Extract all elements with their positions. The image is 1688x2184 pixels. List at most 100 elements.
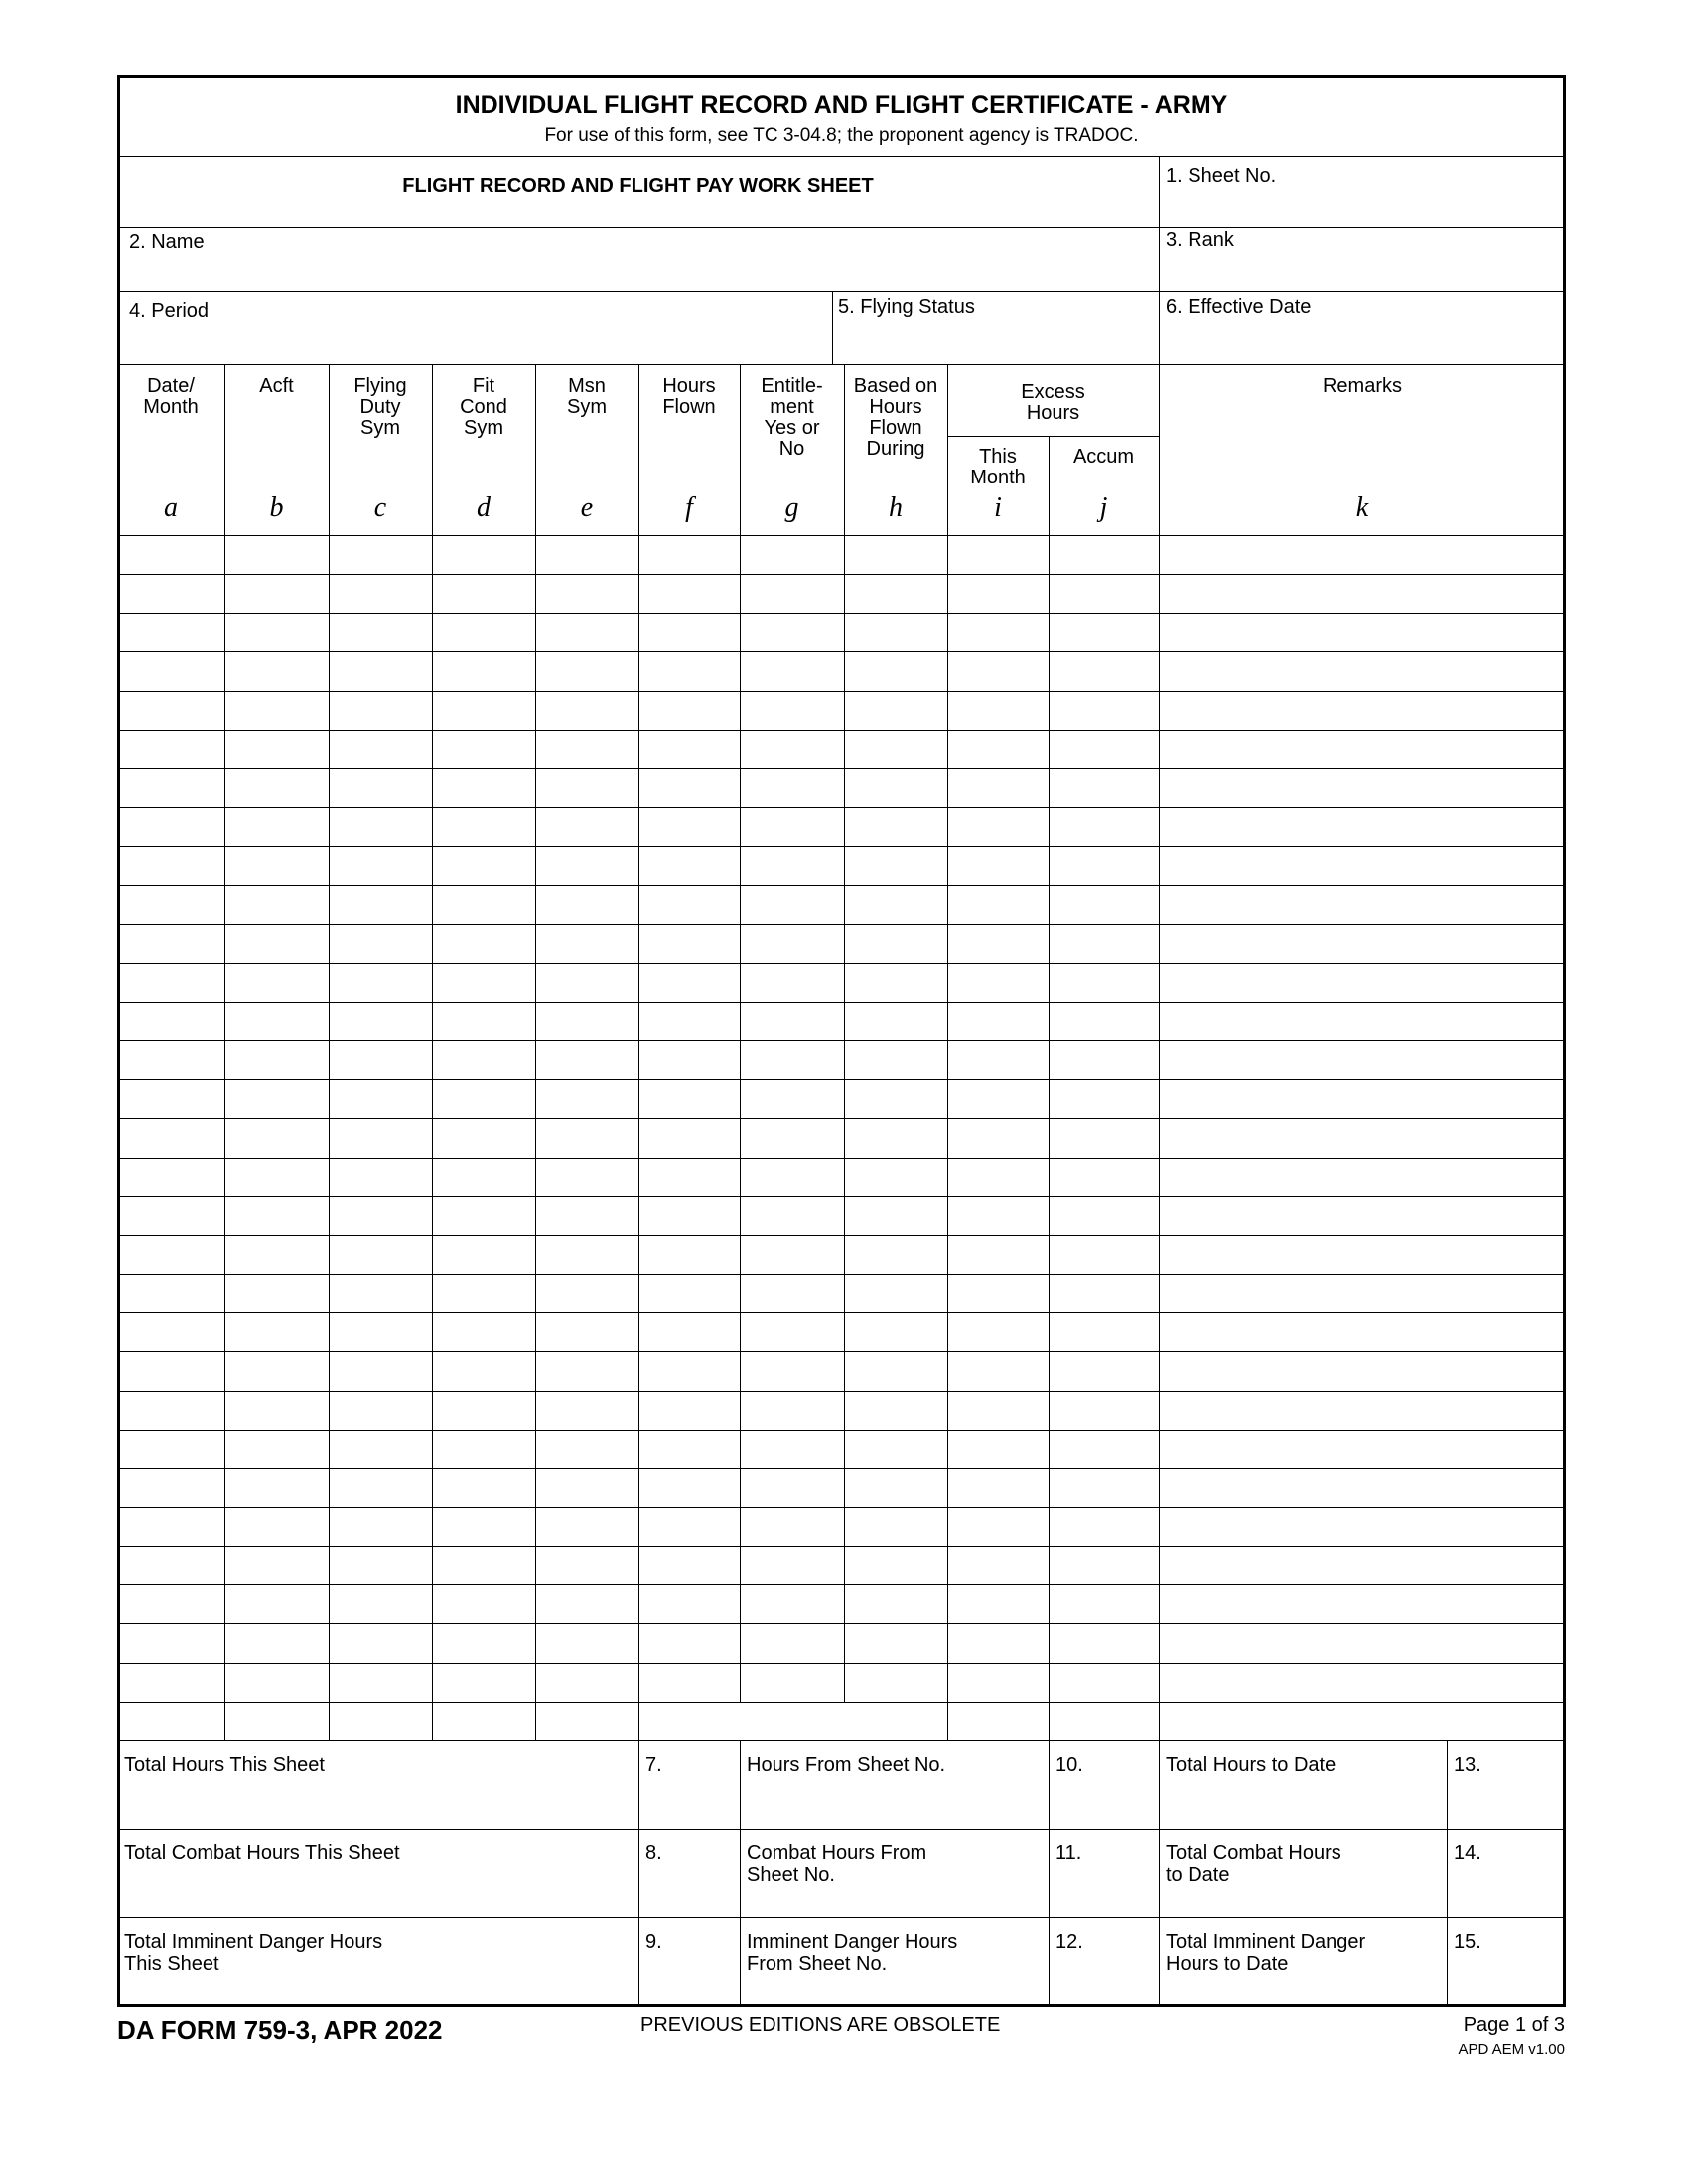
table-cell[interactable] — [535, 885, 638, 923]
table-cell[interactable] — [1049, 1546, 1159, 1584]
table-cell[interactable] — [844, 1002, 947, 1040]
table-cell[interactable] — [432, 807, 535, 846]
table-cell[interactable] — [117, 1663, 224, 1702]
table-cell[interactable] — [1049, 1118, 1159, 1157]
table-cell[interactable] — [1049, 1274, 1159, 1312]
table-cell[interactable] — [1049, 1312, 1159, 1351]
total-field-number[interactable]: 11. — [1055, 1843, 1082, 1864]
table-cell[interactable] — [947, 807, 1049, 846]
table-cell[interactable] — [638, 1118, 740, 1157]
table-cell[interactable] — [535, 1079, 638, 1118]
table-cell[interactable] — [117, 846, 224, 885]
table-cell[interactable] — [947, 1235, 1049, 1274]
table-cell[interactable] — [224, 574, 329, 613]
table-cell[interactable] — [1159, 613, 1566, 651]
table-cell[interactable] — [1159, 1158, 1566, 1196]
table-cell[interactable] — [432, 651, 535, 690]
table-cell[interactable] — [432, 1468, 535, 1507]
table-cell[interactable] — [1159, 1468, 1566, 1507]
table-cell[interactable] — [638, 730, 740, 768]
table-cell[interactable] — [224, 807, 329, 846]
table-cell[interactable] — [117, 1623, 224, 1662]
table-cell[interactable] — [638, 846, 740, 885]
table-cell[interactable] — [740, 1040, 844, 1079]
table-cell[interactable] — [638, 1663, 740, 1702]
table-cell[interactable] — [329, 691, 432, 730]
table-cell[interactable] — [844, 963, 947, 1002]
table-cell[interactable] — [947, 1196, 1049, 1235]
table-cell[interactable] — [329, 1196, 432, 1235]
table-cell[interactable] — [638, 924, 740, 963]
table-cell[interactable] — [117, 1702, 224, 1740]
table-cell[interactable] — [117, 924, 224, 963]
table-cell[interactable] — [329, 1235, 432, 1274]
table-cell[interactable] — [1049, 651, 1159, 690]
table-cell[interactable] — [947, 1040, 1049, 1079]
table-cell[interactable] — [117, 535, 224, 574]
table-cell[interactable] — [1049, 1623, 1159, 1662]
table-cell[interactable] — [1159, 1002, 1566, 1040]
table-cell[interactable] — [947, 924, 1049, 963]
table-cell[interactable] — [535, 1312, 638, 1351]
table-cell[interactable] — [740, 885, 844, 923]
table-cell[interactable] — [329, 651, 432, 690]
total-field-number[interactable]: 15. — [1454, 1931, 1481, 1953]
table-cell[interactable] — [329, 1118, 432, 1157]
table-cell[interactable] — [740, 574, 844, 613]
table-cell[interactable] — [535, 1040, 638, 1079]
table-cell[interactable] — [638, 807, 740, 846]
effective-date-field[interactable]: 6. Effective Date — [1166, 296, 1312, 318]
table-cell[interactable] — [844, 613, 947, 651]
table-cell[interactable] — [844, 1430, 947, 1468]
total-field-number[interactable]: 13. — [1454, 1754, 1481, 1776]
table-cell[interactable] — [224, 768, 329, 807]
table-cell[interactable] — [947, 535, 1049, 574]
total-field-number[interactable]: 8. — [645, 1843, 662, 1864]
table-cell[interactable] — [1049, 1040, 1159, 1079]
table-cell[interactable] — [947, 730, 1049, 768]
table-cell[interactable] — [638, 691, 740, 730]
table-cell[interactable] — [432, 1507, 535, 1546]
table-cell[interactable] — [638, 1507, 740, 1546]
table-cell[interactable] — [432, 1002, 535, 1040]
table-cell[interactable] — [947, 963, 1049, 1002]
table-cell[interactable] — [1159, 1430, 1566, 1468]
table-cell[interactable] — [740, 1351, 844, 1390]
table-cell[interactable] — [329, 1584, 432, 1623]
table-cell[interactable] — [432, 846, 535, 885]
table-cell[interactable] — [1159, 1391, 1566, 1430]
table-cell[interactable] — [740, 730, 844, 768]
table-cell[interactable] — [224, 1196, 329, 1235]
table-cell[interactable] — [535, 1623, 638, 1662]
table-cell[interactable] — [947, 574, 1049, 613]
table-cell[interactable] — [844, 691, 947, 730]
table-cell[interactable] — [224, 1546, 329, 1584]
table-cell[interactable] — [1159, 846, 1566, 885]
table-cell[interactable] — [1159, 574, 1566, 613]
table-cell[interactable] — [224, 730, 329, 768]
table-cell[interactable] — [329, 535, 432, 574]
table-cell[interactable] — [1049, 1468, 1159, 1507]
table-cell[interactable] — [740, 768, 844, 807]
table-cell[interactable] — [1049, 1235, 1159, 1274]
table-cell[interactable] — [535, 1351, 638, 1390]
table-cell[interactable] — [117, 768, 224, 807]
table-cell[interactable] — [117, 1312, 224, 1351]
table-cell[interactable] — [224, 1235, 329, 1274]
total-field-number[interactable]: 12. — [1055, 1931, 1083, 1953]
table-cell[interactable] — [638, 1158, 740, 1196]
table-cell[interactable] — [638, 1079, 740, 1118]
table-cell[interactable] — [740, 1391, 844, 1430]
table-cell[interactable] — [844, 1274, 947, 1312]
table-cell[interactable] — [1159, 963, 1566, 1002]
table-cell[interactable] — [535, 730, 638, 768]
table-cell[interactable] — [535, 1391, 638, 1430]
table-cell[interactable] — [1049, 1196, 1159, 1235]
table-cell[interactable] — [432, 1702, 535, 1740]
table-cell[interactable] — [224, 1351, 329, 1390]
table-cell[interactable] — [329, 574, 432, 613]
table-cell[interactable] — [1159, 1235, 1566, 1274]
table-cell[interactable] — [117, 885, 224, 923]
table-cell[interactable] — [329, 1507, 432, 1546]
table-cell[interactable] — [1159, 768, 1566, 807]
